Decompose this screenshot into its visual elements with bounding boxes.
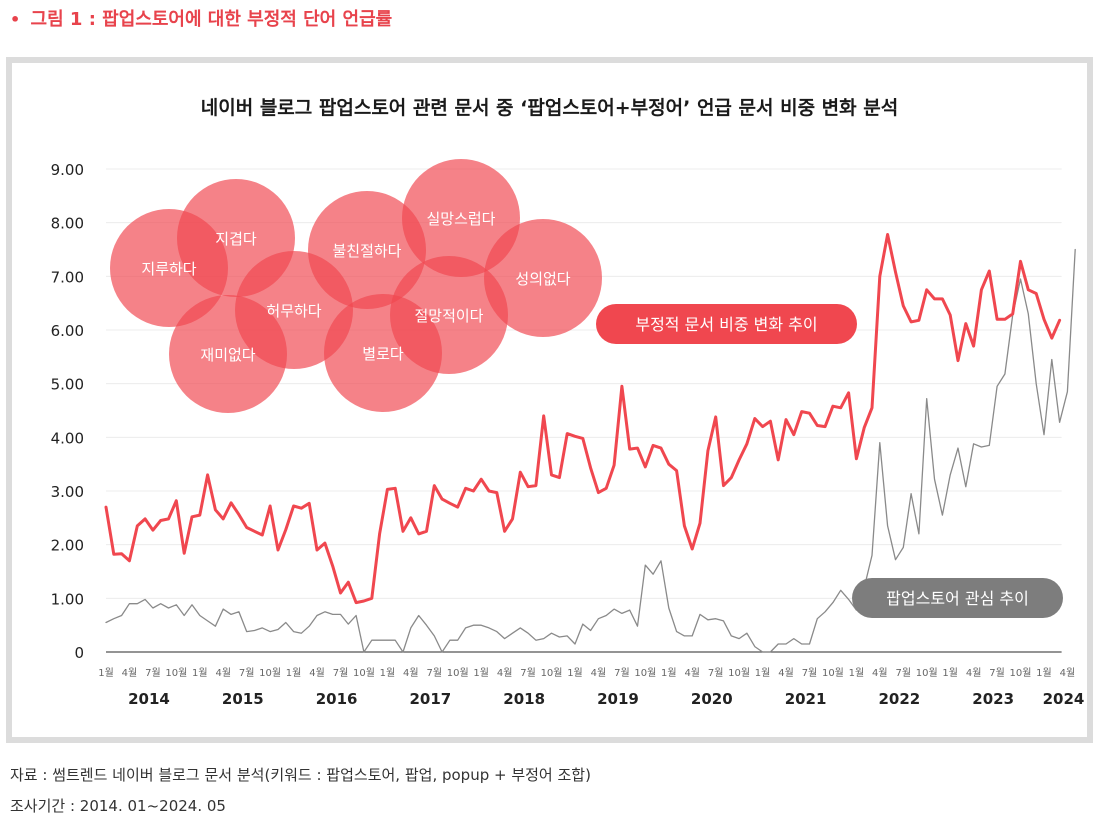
month-tick-label: 10월	[1010, 667, 1032, 679]
month-tick-label: 4월	[309, 667, 325, 679]
month-tick-label: 7월	[239, 667, 255, 679]
source-note: 자료 : 썸트렌드 네이버 블로그 문서 분석(키워드 : 팝업스토어, 팝업,…	[10, 766, 591, 784]
chart-frame: 네이버 블로그 팝업스토어 관련 문서 중 ‘팝업스토어+부정어’ 언급 문서 …	[6, 57, 1093, 743]
month-tick-label: 4월	[684, 667, 700, 679]
month-tick-label: 4월	[403, 667, 419, 679]
word-bubble-label: 허무하다	[266, 302, 321, 320]
month-tick-label: 7월	[989, 667, 1005, 679]
legend-label: 부정적 문서 비중 변화 추이	[635, 315, 817, 334]
y-tick-label: 7.00	[51, 268, 84, 286]
year-label: 2015	[222, 690, 264, 708]
word-bubble-label: 지겹다	[215, 230, 257, 248]
month-tick-label: 10월	[728, 667, 750, 679]
month-tick-label: 10월	[822, 667, 844, 679]
chart-title: 네이버 블로그 팝업스토어 관련 문서 중 ‘팝업스토어+부정어’ 언급 문서 …	[200, 97, 899, 119]
month-tick-label: 1월	[755, 667, 771, 679]
word-bubble-label: 성의없다	[515, 270, 570, 288]
month-tick-label: 7월	[427, 667, 443, 679]
y-tick-label: 9.00	[51, 161, 84, 179]
word-bubble-label: 불친절하다	[332, 242, 401, 260]
month-tick-label: 10월	[916, 667, 938, 679]
word-bubble	[169, 295, 287, 413]
legend-pill	[852, 578, 1063, 618]
month-tick-label: 1월	[661, 667, 677, 679]
month-tick-label: 4월	[966, 667, 982, 679]
year-label: 2016	[316, 690, 358, 708]
y-tick-label: 5.00	[51, 376, 84, 394]
year-label: 2018	[503, 690, 545, 708]
year-label: 2023	[972, 690, 1014, 708]
month-tick-label: 7월	[520, 667, 536, 679]
year-label: 2014	[128, 690, 170, 708]
figure-bullet: •	[10, 10, 21, 29]
month-tick-label: 1월	[567, 667, 583, 679]
month-tick-label: 1월	[942, 667, 958, 679]
month-tick-label: 1월	[380, 667, 396, 679]
month-tick-label: 1월	[473, 667, 489, 679]
word-bubble	[484, 219, 602, 337]
month-tick-label: 4월	[591, 667, 607, 679]
month-tick-label: 7월	[708, 667, 724, 679]
word-bubble-label: 재미없다	[200, 346, 255, 364]
month-tick-label: 1월	[286, 667, 302, 679]
period-note: 조사기간 : 2014. 01~2024. 05	[10, 797, 226, 815]
month-tick-label: 4월	[1060, 667, 1076, 679]
year-label: 2022	[878, 690, 920, 708]
y-tick-label: 8.00	[51, 215, 84, 233]
series-line-negative	[104, 233, 1062, 605]
month-tick-label: 7월	[802, 667, 818, 679]
month-tick-label: 10월	[541, 667, 563, 679]
word-bubble-label: 절망적이다	[414, 307, 483, 325]
word-bubble	[308, 191, 426, 309]
series-line-interest	[105, 248, 1076, 653]
year-label: 2021	[785, 690, 827, 708]
word-bubble-label: 지루하다	[141, 260, 196, 278]
month-tick-label: 10월	[165, 667, 187, 679]
figure-title-text: 그림 1 : 팝업스토어에 대한 부정적 단어 언급률	[30, 9, 393, 30]
month-tick-label: 4월	[497, 667, 513, 679]
year-label: 2017	[410, 690, 452, 708]
figure-title: • 그림 1 : 팝업스토어에 대한 부정적 단어 언급률	[10, 6, 392, 34]
month-tick-label: 7월	[145, 667, 161, 679]
month-tick-label: 1월	[192, 667, 208, 679]
month-tick-label: 4월	[122, 667, 138, 679]
y-tick-label: 2.00	[51, 537, 84, 555]
word-bubble-label: 실망스럽다	[426, 210, 495, 228]
legend-label: 팝업스토어 관심 추이	[886, 589, 1029, 608]
word-bubble	[324, 294, 442, 412]
month-tick-label: 1월	[849, 667, 865, 679]
month-tick-label: 10월	[447, 667, 469, 679]
month-tick-label: 1월	[98, 667, 114, 679]
month-tick-label: 4월	[215, 667, 231, 679]
month-tick-label: 4월	[872, 667, 888, 679]
word-bubble-label: 별로다	[362, 345, 404, 363]
legend-pill	[596, 304, 857, 344]
month-tick-label: 7월	[333, 667, 349, 679]
y-tick-label: 0	[74, 644, 84, 662]
word-bubble	[402, 159, 520, 277]
y-tick-label: 6.00	[51, 322, 84, 340]
month-tick-label: 1월	[1036, 667, 1052, 679]
y-tick-label: 1.00	[51, 590, 84, 608]
month-tick-label: 10월	[634, 667, 656, 679]
month-tick-label: 10월	[259, 667, 281, 679]
month-tick-label: 4월	[778, 667, 794, 679]
year-label: 2020	[691, 690, 733, 708]
y-tick-label: 4.00	[51, 429, 84, 447]
month-tick-label: 7월	[895, 667, 911, 679]
month-tick-label: 7월	[614, 667, 630, 679]
month-tick-label: 10월	[353, 667, 375, 679]
year-label: 2019	[597, 690, 639, 708]
year-label: 2024	[1043, 690, 1085, 708]
y-tick-label: 3.00	[51, 483, 84, 501]
line-chart: 0 1.00 2.00 3.00 4.00 5.00 6.00 7.00 8.00 9.00 1월 4…	[51, 159, 1085, 708]
